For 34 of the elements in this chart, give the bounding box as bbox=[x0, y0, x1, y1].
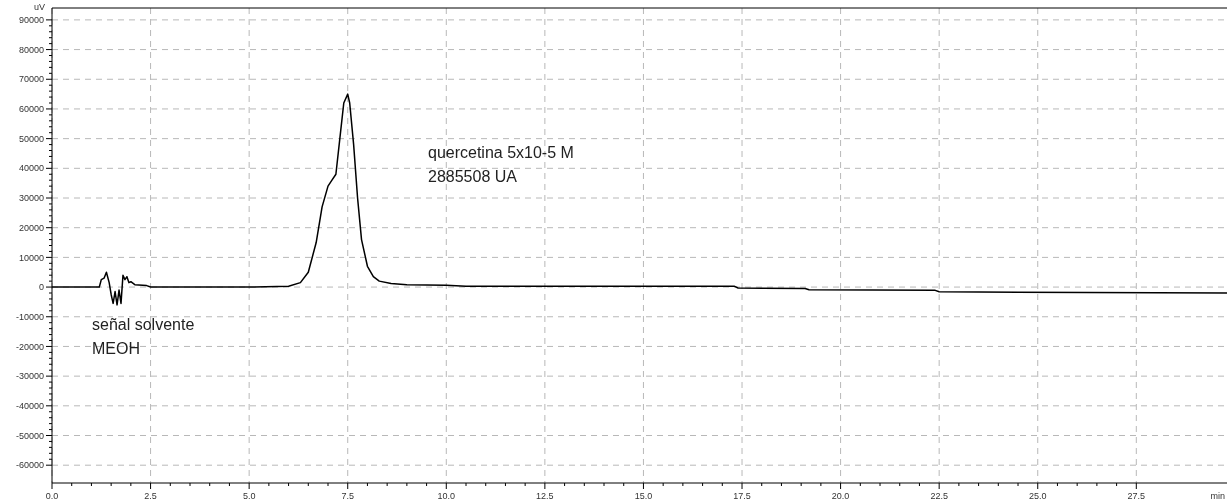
x-tick-label: 2.5 bbox=[144, 491, 157, 501]
x-tick-label: 25.0 bbox=[1028, 491, 1047, 501]
annotation: 2885508 UA bbox=[428, 168, 518, 185]
y-tick-label: 40000 bbox=[18, 163, 44, 174]
y-tick-label: 0 bbox=[38, 282, 44, 293]
x-tick-label: 22.5 bbox=[930, 491, 948, 501]
y-tick-label: -40000 bbox=[15, 400, 44, 411]
y-tick-label: 30000 bbox=[18, 193, 44, 204]
annotation: señal solvente bbox=[92, 316, 195, 333]
annotation: MEOH bbox=[92, 340, 140, 357]
y-tick-label: 20000 bbox=[18, 222, 44, 233]
x-axis-title: min bbox=[1210, 491, 1225, 501]
y-tick-label: -60000 bbox=[15, 460, 44, 471]
x-tick-label: 7.5 bbox=[341, 491, 354, 501]
x-tick-label: 15.0 bbox=[634, 491, 653, 501]
x-tick-label: 5.0 bbox=[242, 491, 256, 501]
annotation: quercetina 5x10-5 M bbox=[428, 144, 574, 161]
y-tick-label: -50000 bbox=[15, 430, 44, 441]
y-axis-title: uV bbox=[34, 2, 46, 12]
x-tick-label: 20.0 bbox=[831, 491, 850, 501]
x-tick-label: 12.5 bbox=[536, 491, 554, 501]
y-tick-label: 10000 bbox=[18, 252, 44, 263]
y-tick-label: -30000 bbox=[15, 371, 44, 382]
y-tick-label: 50000 bbox=[18, 133, 44, 144]
y-tick-label: -20000 bbox=[15, 341, 44, 352]
y-tick-label: 60000 bbox=[18, 104, 44, 115]
x-tick-label: 0.0 bbox=[45, 491, 59, 501]
x-tick-label: 27.5 bbox=[1127, 491, 1146, 501]
y-tick-label: 80000 bbox=[18, 44, 44, 55]
y-tick-label: 90000 bbox=[18, 15, 44, 26]
x-tick-label: 17.5 bbox=[733, 491, 751, 501]
y-tick-label: 70000 bbox=[18, 74, 44, 85]
x-tick-label: 10.0 bbox=[437, 491, 456, 501]
y-tick-label: -10000 bbox=[15, 311, 44, 322]
